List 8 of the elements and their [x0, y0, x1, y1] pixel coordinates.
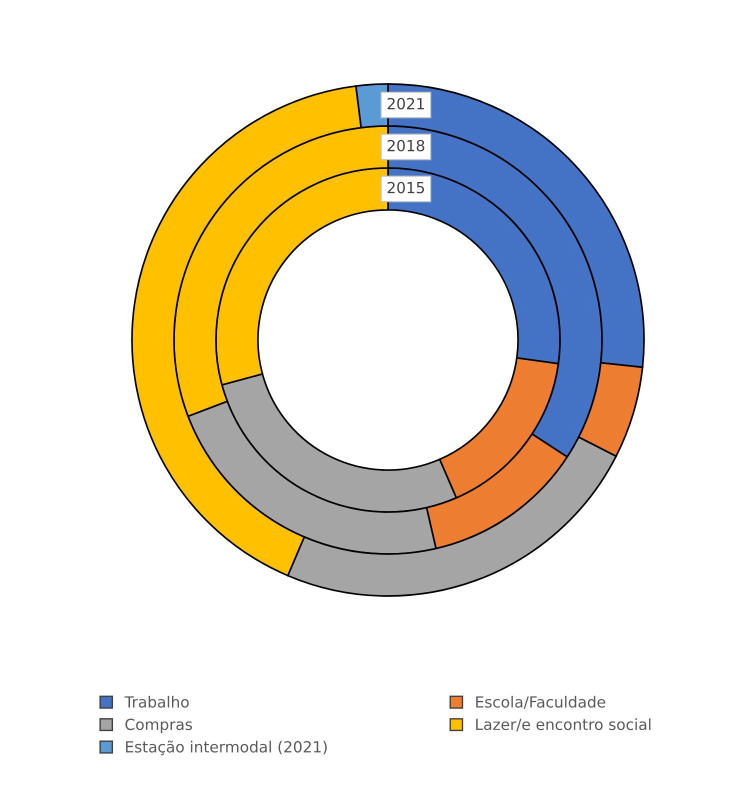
legend-label: Estação intermodal (2021) [126, 740, 327, 756]
slice-label: 2015 [388, 182, 424, 194]
legend-label: Trabalho [124, 696, 189, 708]
slice-label: 2018 [388, 140, 424, 152]
legend-label: Escola/Faculdade [476, 696, 606, 709]
slice-label: 2021 [388, 98, 424, 110]
legend-label: Lazer/e encontro social [476, 718, 650, 732]
legend-label: Compras [125, 718, 192, 734]
